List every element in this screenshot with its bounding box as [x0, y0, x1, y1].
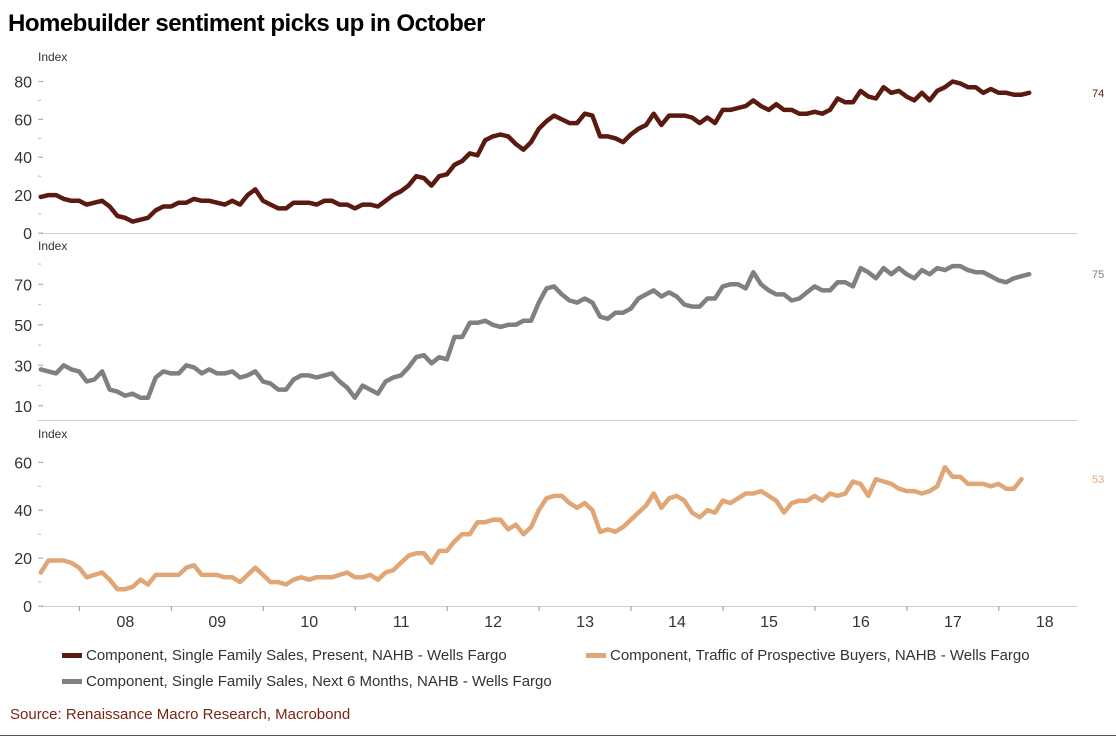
chart-area: Index 0 20 40 60 80 74 Index 10 30 50 70 75 Index 0 20 4… [14, 50, 1104, 631]
chart-panel-1: Index 0 20 40 60 80 74 [14, 50, 1104, 243]
y-tick-label: 50 [14, 318, 32, 335]
chart-title: Homebuilder sentiment picks up in Octobe… [8, 10, 485, 37]
legend-label-present: Component, Single Family Sales, Present,… [86, 647, 507, 664]
y-axis-label: Index [38, 239, 67, 253]
y-tick-label: 0 [23, 599, 32, 616]
y-tick-label: 80 [14, 74, 32, 91]
y-tick-label: 70 [14, 277, 32, 294]
series-line-present [38, 79, 1032, 224]
chart-panel-2: Index 10 30 50 70 75 [14, 239, 1104, 421]
x-tick-label: 09 [208, 614, 226, 631]
last-value-label: 74 [1092, 88, 1104, 100]
last-value-label: 75 [1092, 269, 1104, 281]
legend-item-traffic: Component, Traffic of Prospective Buyers… [586, 647, 1030, 664]
y-tick-label: 10 [14, 399, 32, 416]
chart-panel-3: Index 0 20 40 60 53 [14, 427, 1104, 616]
x-tick-label: 12 [484, 614, 502, 631]
x-tick-label: 14 [668, 614, 686, 631]
x-tick-label: 08 [116, 614, 134, 631]
y-tick-label: 60 [14, 455, 32, 472]
legend-label-next6: Component, Single Family Sales, Next 6 M… [86, 673, 552, 690]
x-tick-label: 17 [944, 614, 962, 631]
y-tick-label: 60 [14, 112, 32, 129]
y-tick-label: 40 [14, 150, 32, 167]
series-line-traffic [38, 464, 1024, 592]
y-axis-label: Index [38, 50, 67, 64]
y-tick-label: 0 [23, 226, 32, 243]
x-tick-label: 13 [576, 614, 594, 631]
legend-label-traffic: Component, Traffic of Prospective Buyers… [610, 647, 1030, 664]
x-axis: 08 09 10 11 12 13 14 15 16 17 18 [78, 606, 1054, 631]
y-tick-label: 40 [14, 503, 32, 520]
x-tick-label: 15 [760, 614, 778, 631]
y-tick-label: 20 [14, 551, 32, 568]
x-tick-label: 16 [852, 614, 870, 631]
legend-swatch-next6 [62, 679, 82, 684]
source-note: Source: Renaissance Macro Research, Macr… [10, 706, 351, 723]
legend-swatch-traffic [586, 653, 606, 658]
legend-item-next6: Component, Single Family Sales, Next 6 M… [62, 673, 552, 690]
legend-swatch-present [62, 653, 82, 658]
x-tick-label: 18 [1036, 614, 1054, 631]
last-value-label: 53 [1092, 474, 1104, 486]
y-axis-label: Index [38, 427, 67, 441]
legend-item-present: Component, Single Family Sales, Present,… [62, 647, 507, 664]
bottom-divider [0, 735, 1116, 736]
y-tick-label: 20 [14, 188, 32, 205]
series-line-next6 [38, 263, 1032, 400]
y-tick-label: 30 [14, 358, 32, 375]
x-tick-label: 11 [393, 614, 410, 631]
x-tick-label: 10 [300, 614, 318, 631]
